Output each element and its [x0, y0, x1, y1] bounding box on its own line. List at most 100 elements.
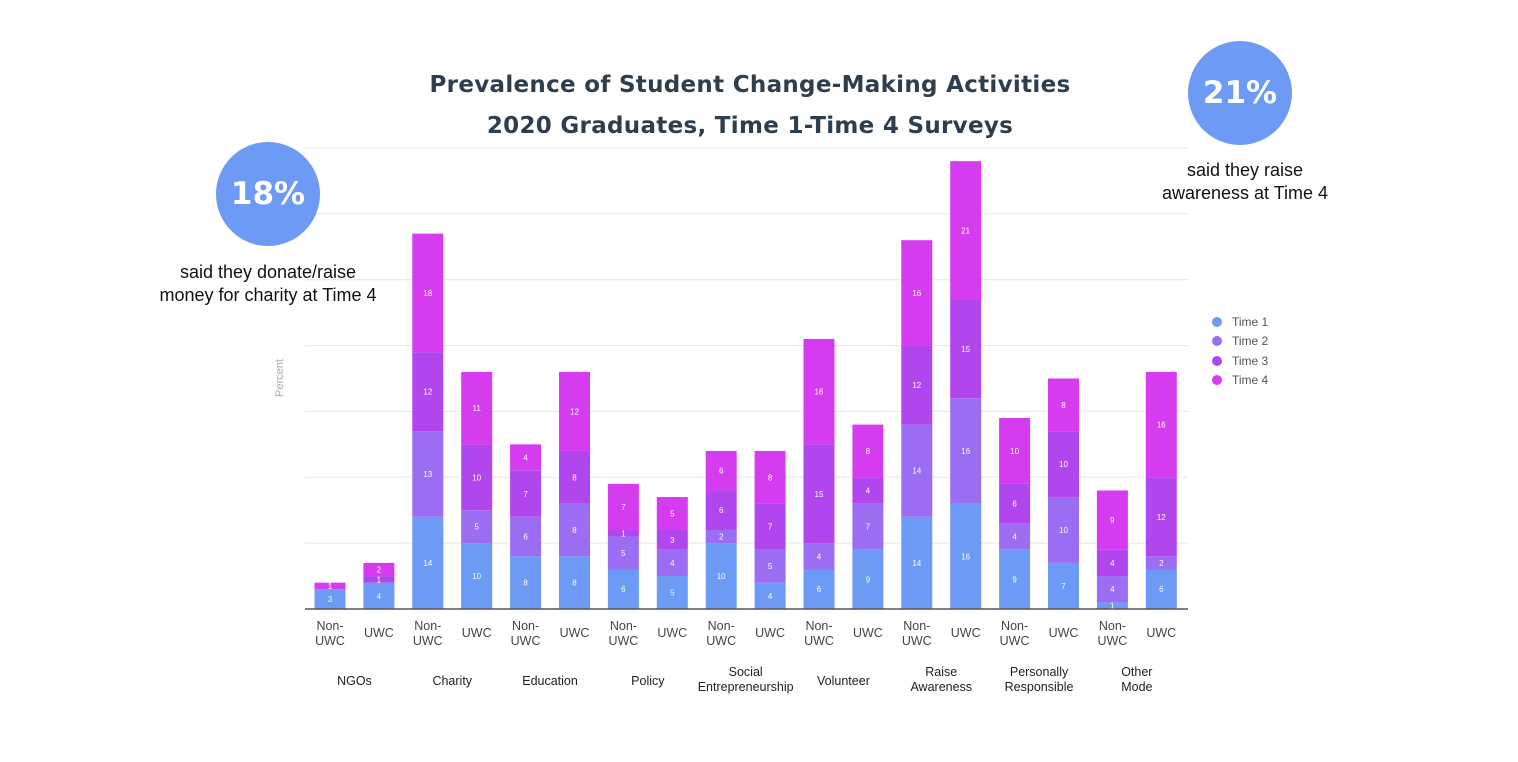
bar-segment	[314, 582, 346, 590]
segment-value-label: 10	[717, 572, 726, 581]
segment-value-label: 4	[768, 592, 773, 601]
bar-segment	[705, 490, 737, 530]
segment-value-label: 12	[570, 407, 579, 416]
bar-tick-label: Non-	[1099, 619, 1126, 633]
segment-value-label: 4	[523, 454, 528, 463]
bar-segment	[1048, 497, 1079, 563]
segment-value-label: 9	[1110, 516, 1115, 525]
segment-value-label: 6	[1012, 500, 1017, 509]
bar-segment	[1096, 549, 1128, 577]
bar-tick-label: UWC	[1097, 634, 1127, 648]
segment-value-label: 5	[474, 523, 479, 532]
segment-value-label: 18	[423, 289, 432, 298]
segment-value-label: 3	[670, 536, 675, 545]
legend-item: Time 4	[1212, 371, 1268, 391]
bar-tick-label: Non-	[414, 619, 441, 633]
bar-segment	[559, 556, 590, 609]
segment-value-label: 8	[572, 473, 577, 482]
bar-segment	[852, 424, 884, 478]
bar-segment	[412, 431, 444, 517]
category-label: Volunteer	[817, 674, 870, 688]
bar-segment	[705, 529, 737, 544]
segment-value-label: 6	[1159, 585, 1164, 594]
category-label: Social	[729, 665, 763, 679]
bar-segment	[852, 549, 884, 609]
bar-tick-label: UWC	[1049, 626, 1079, 640]
bar-segment	[510, 516, 542, 557]
bar-segment	[1145, 477, 1177, 557]
segment-value-label: 1	[377, 575, 382, 584]
legend-label: Time 1	[1232, 314, 1269, 329]
bar-segment	[510, 470, 542, 517]
category-label: Awareness	[910, 680, 972, 694]
category-label: Responsible	[1005, 680, 1074, 694]
chart-subtitle: 2020 Graduates, Time 1-Time 4 Surveys	[486, 113, 1014, 139]
bar-segment	[363, 582, 395, 609]
bar-segment	[901, 345, 933, 425]
bar-tick-label: UWC	[462, 626, 492, 640]
segment-value-label: 11	[473, 404, 482, 413]
legend-label: Time 3	[1232, 353, 1269, 368]
bar-segment	[1096, 490, 1128, 550]
bar-segment	[950, 161, 982, 300]
bar-tick-label: UWC	[853, 626, 883, 640]
bar-segment	[461, 510, 493, 544]
right-caption-line: awareness at Time 4	[1161, 183, 1329, 203]
segment-value-label: 5	[621, 549, 626, 558]
bar-tick-label: Non-	[805, 619, 832, 633]
segment-value-label: 4	[377, 592, 382, 601]
segment-value-label: 8	[768, 473, 773, 482]
bar-segment	[656, 497, 688, 530]
left-caption-line: said they donate/raise	[179, 262, 357, 282]
bar-segment	[999, 549, 1031, 609]
segment-value-label: 1	[1110, 602, 1115, 611]
segment-value-label: 8	[572, 526, 577, 535]
legend-marker	[1212, 316, 1222, 327]
bar-segment	[1048, 431, 1079, 498]
left-stat-caption: said they donate/raise money for charity…	[130, 261, 406, 307]
segment-value-label: 8	[572, 579, 577, 588]
category-label: Policy	[631, 674, 665, 688]
category-label: Mode	[1121, 680, 1152, 694]
segment-value-label: 16	[912, 289, 921, 298]
legend-label: Time 4	[1232, 373, 1269, 388]
bar-segment	[705, 543, 737, 609]
segment-value-label: 1	[328, 582, 333, 591]
bar-segment	[461, 444, 493, 511]
segment-value-label: 6	[523, 533, 528, 542]
chart-title: Prevalence of Student Change-Making Acti…	[429, 72, 1071, 98]
bar-segment	[412, 233, 444, 353]
segment-value-label: 4	[670, 559, 675, 568]
bar-segment	[363, 562, 395, 577]
bar-segment	[1096, 602, 1128, 609]
segment-value-label: 4	[1110, 559, 1115, 568]
bar-segment	[1145, 371, 1177, 478]
bar-segment	[803, 569, 835, 609]
legend-marker	[1212, 355, 1222, 366]
chart-legend: Time 1 Time 2 Time 3 Time 4	[1212, 312, 1268, 390]
segment-value-label: 1	[621, 529, 626, 538]
bar-tick-label: UWC	[951, 626, 981, 640]
bar-segment	[607, 536, 639, 570]
segment-value-label: 8	[523, 579, 528, 588]
category-label: Other	[1121, 665, 1152, 679]
segment-value-label: 16	[1157, 421, 1166, 430]
bar-segment	[950, 398, 982, 504]
bar-tick-label: UWC	[657, 626, 687, 640]
right-stat-circle: 21%	[1188, 41, 1292, 145]
bar-tick-label: UWC	[706, 634, 736, 648]
segment-value-label: 2	[719, 533, 724, 542]
segment-value-label: 2	[377, 565, 382, 574]
segment-value-label: 14	[423, 559, 432, 568]
segment-value-label: 6	[719, 467, 724, 476]
bar-segment	[999, 483, 1031, 524]
segment-value-label: 3	[328, 595, 333, 604]
segment-value-label: 7	[1061, 582, 1066, 591]
y-axis-label: Percent	[274, 359, 286, 397]
bar-segment	[412, 516, 444, 609]
bar-segment	[999, 418, 1031, 484]
segment-value-label: 15	[815, 490, 824, 499]
bar-tick-label: UWC	[413, 634, 443, 648]
segment-value-label: 2	[1159, 559, 1164, 568]
